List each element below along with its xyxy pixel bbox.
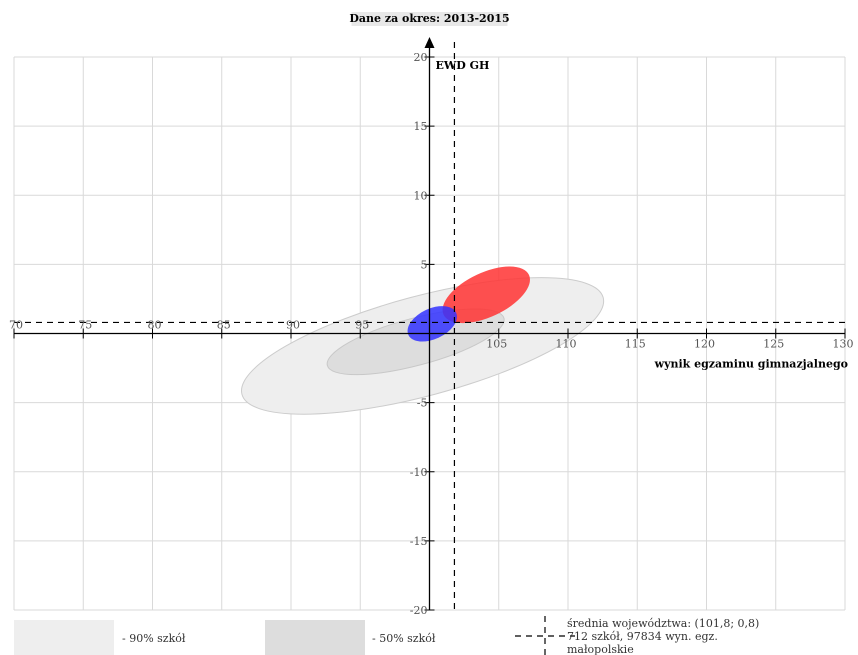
x-axis-label: wynik egzaminu gimnazjalnego xyxy=(654,358,848,371)
x-tick-label: 70 xyxy=(9,319,23,332)
legend-swatch-50 xyxy=(265,620,365,655)
legend-label-90: - 90% szkół xyxy=(122,632,186,645)
y-tick-label: 20 xyxy=(414,51,428,64)
y-tick-label: -5 xyxy=(417,397,428,410)
x-tick-label: 115 xyxy=(625,338,646,351)
x-tick-label: 90 xyxy=(286,319,300,332)
legend-count-text: 712 szkół, 97834 wyn. egz. xyxy=(567,630,718,643)
x-tick-label: 125 xyxy=(763,338,784,351)
x-tick-label: 110 xyxy=(556,338,577,351)
x-tick-label: 105 xyxy=(486,338,507,351)
legend-swatch-90 xyxy=(14,620,114,655)
legend: - 90% szkół - 50% szkół średnia wojewódz… xyxy=(14,616,759,655)
y-axis-arrow-icon xyxy=(424,37,435,48)
y-tick-label: 15 xyxy=(414,120,428,133)
y-tick-label: 10 xyxy=(414,189,428,202)
axes xyxy=(14,37,845,610)
distribution-ellipse-2 xyxy=(442,266,530,324)
mean-crosshair-icon xyxy=(515,616,575,655)
y-tick-label: -15 xyxy=(410,535,428,548)
chart-title-background xyxy=(351,12,508,26)
distribution-ellipse-3 xyxy=(407,306,457,342)
y-axis-label: EWD GH xyxy=(436,59,490,72)
ellipse-layer xyxy=(241,266,605,415)
x-tick-label: 85 xyxy=(217,319,231,332)
y-tick-label: -10 xyxy=(410,466,428,479)
x-tick-label: 75 xyxy=(78,319,92,332)
chart-title: Dane za okres: 2013-2015 xyxy=(349,12,509,25)
x-tick-label: 95 xyxy=(355,319,369,332)
y-tick-label: 5 xyxy=(421,258,428,271)
legend-region-text: małopolskie xyxy=(567,643,634,655)
x-tick-label: 80 xyxy=(148,319,162,332)
legend-label-50: - 50% szkół xyxy=(372,632,436,645)
distribution-ellipse-1 xyxy=(326,308,505,376)
x-tick-label: 130 xyxy=(833,338,854,351)
x-tick-label: 120 xyxy=(694,338,715,351)
legend-mean-text: średnia województwa: (101,8; 0,8) xyxy=(567,617,759,630)
y-tick-label: -20 xyxy=(410,604,428,617)
